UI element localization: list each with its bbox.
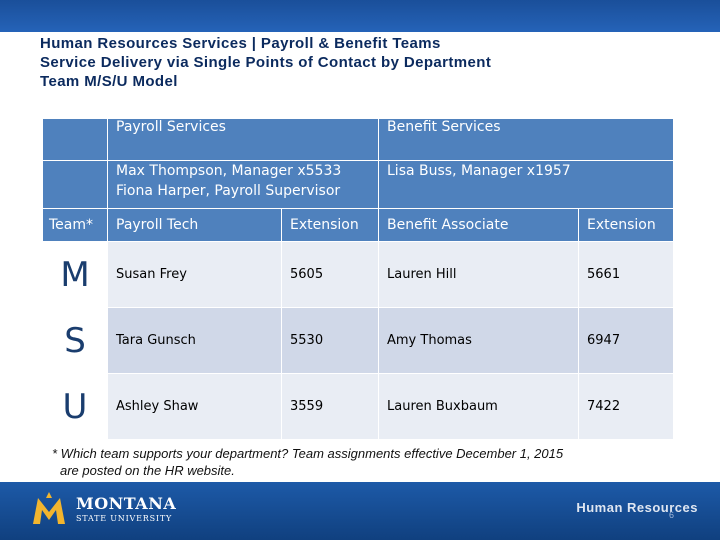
payroll-manager: Max Thompson, Manager x5533 [116,163,342,179]
column-header-benefit-associate: Benefit Associate [378,208,579,242]
department-label: Human Resources [576,500,698,515]
slide-title: Human Resources Services | Payroll & Ben… [40,34,680,91]
benefit-associate-name: Lauren Hill [378,241,579,308]
contacts-table: Payroll Services Benefit Services Max Th… [42,118,674,440]
logo-wordmark: MONTANA [76,494,177,513]
team-letter: M [42,241,108,308]
page-number: 6 [668,510,674,520]
title-line-1: Human Resources Services | Payroll & Ben… [40,35,441,52]
payroll-tech-name: Susan Frey [107,241,282,308]
logo-subtitle: STATE UNIVERSITY [76,514,173,523]
payroll-extension: 5530 [281,307,379,374]
payroll-extension: 3559 [281,373,379,440]
header-blank-cell [42,118,108,161]
benefit-manager: Lisa Buss, Manager x1957 [378,160,674,209]
table-row: M Susan Frey 5605 Lauren Hill 5661 [42,241,674,308]
benefit-services-heading: Benefit Services [378,118,674,161]
benefit-associate-name: Amy Thomas [378,307,579,374]
column-header-extension: Extension [578,208,674,242]
header-blank-cell [42,160,108,209]
payroll-extension: 5605 [281,241,379,308]
top-banner [0,0,720,32]
column-header-team: Team* [42,208,108,242]
benefit-extension: 5661 [578,241,674,308]
team-letter: S [42,307,108,374]
benefit-extension: 7422 [578,373,674,440]
payroll-tech-name: Tara Gunsch [107,307,282,374]
table-row: S Tara Gunsch 5530 Amy Thomas 6947 [42,307,674,374]
payroll-managers-cell: Max Thompson, Manager x5533 Fiona Harper… [107,160,379,209]
title-line-2: Service Delivery via Single Points of Co… [40,54,492,71]
footnote-line-1: * Which team supports your department? T… [52,446,564,461]
footer-banner: MONTANA STATE UNIVERSITY Human Resources… [0,482,720,540]
payroll-supervisor: Fiona Harper, Payroll Supervisor [116,183,341,199]
header-row-managers: Max Thompson, Manager x5533 Fiona Harper… [42,160,674,209]
benefit-associate-name: Lauren Buxbaum [378,373,579,440]
column-header-row: Team* Payroll Tech Extension Benefit Ass… [42,208,674,242]
table-row: U Ashley Shaw 3559 Lauren Buxbaum 7422 [42,373,674,440]
benefit-extension: 6947 [578,307,674,374]
payroll-tech-name: Ashley Shaw [107,373,282,440]
column-header-extension: Extension [281,208,379,242]
payroll-services-heading: Payroll Services [107,118,379,161]
msu-logo-icon [33,492,65,524]
column-header-payroll-tech: Payroll Tech [107,208,282,242]
footnote-line-2: are posted on the HR website. [60,463,235,478]
header-row-services: Payroll Services Benefit Services [42,118,674,161]
team-letter: U [42,373,108,440]
title-line-3: Team M/S/U Model [40,73,178,90]
footnote: * Which team supports your department? T… [52,445,662,479]
